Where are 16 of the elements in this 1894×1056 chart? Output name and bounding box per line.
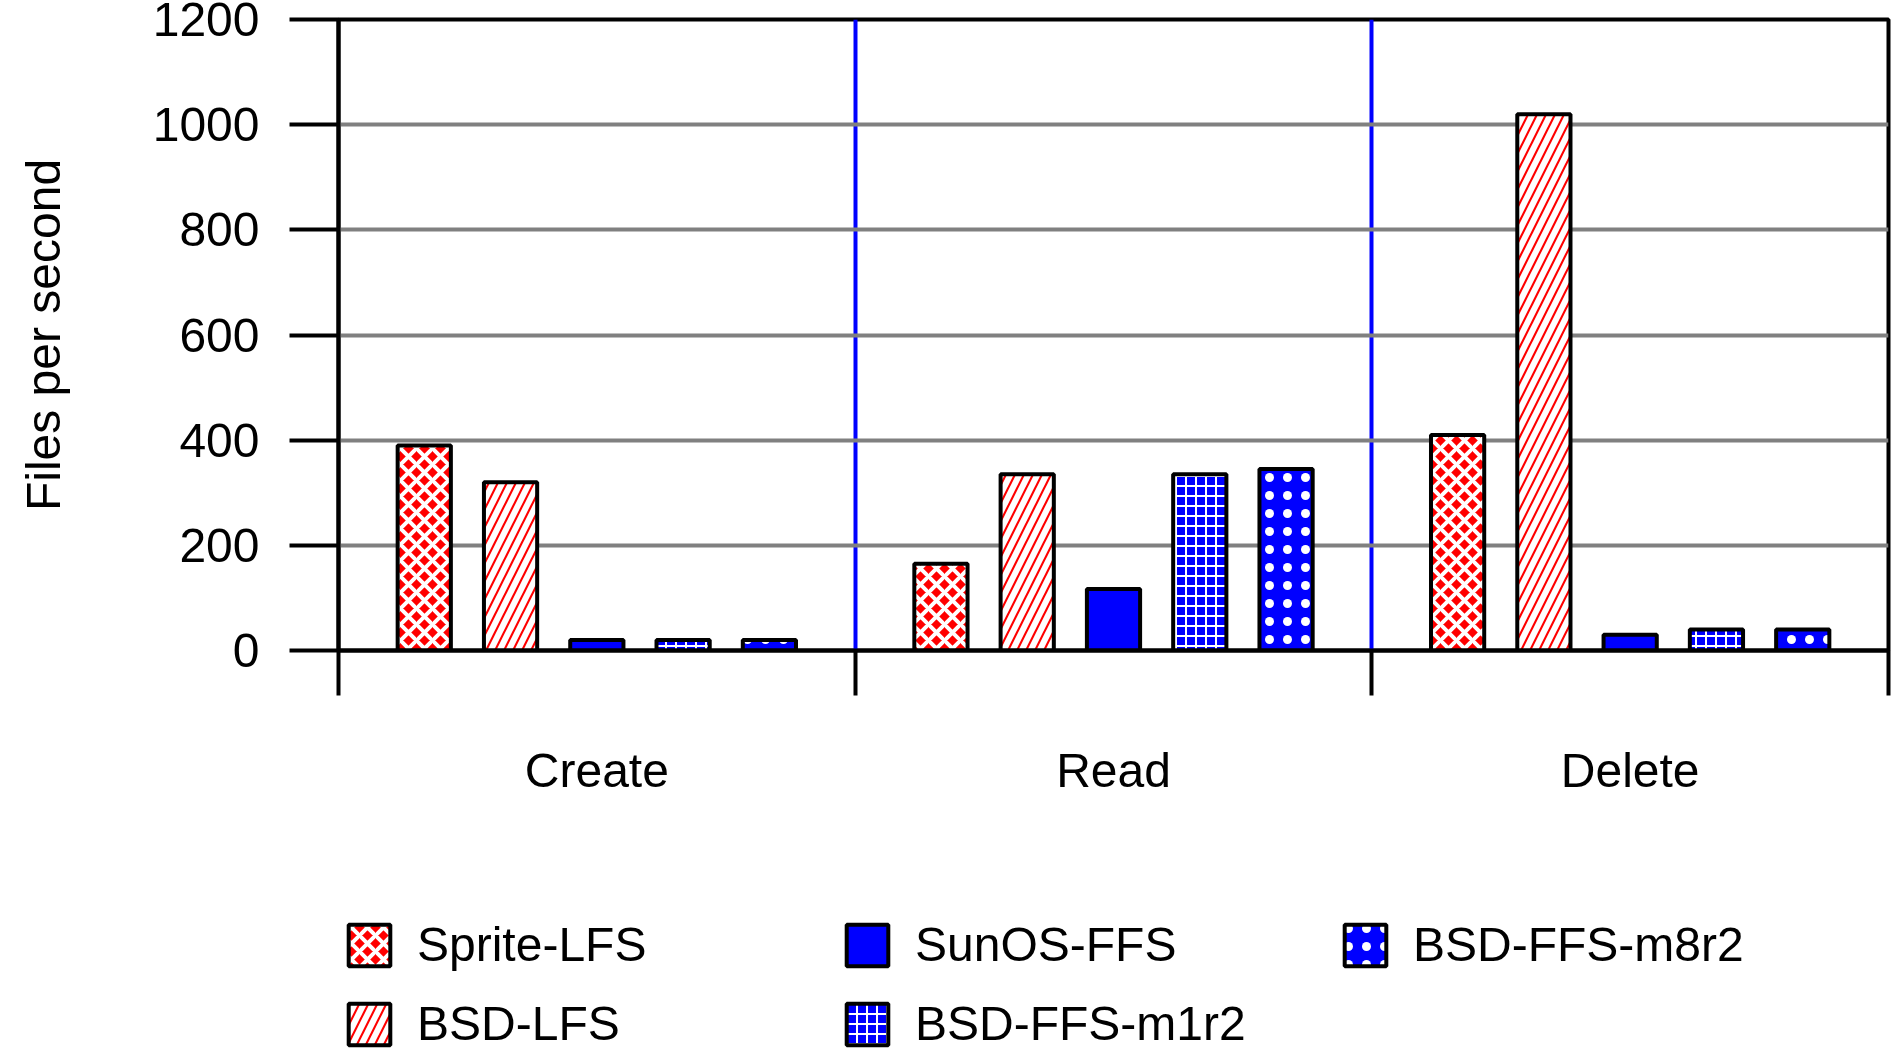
y-tick-label: 0 <box>232 624 260 677</box>
y-tick-label: 1000 <box>152 98 260 152</box>
y-tick-label: 600 <box>179 308 260 362</box>
y-tick-label: 1200 <box>152 0 260 46</box>
legend-label: BSD-FFS-m8r2 <box>1413 917 1745 972</box>
y-tick-label: 200 <box>179 518 260 572</box>
legend-label: Sprite-LFS <box>417 917 648 972</box>
x-tick-label: Create <box>524 743 669 797</box>
y-tick-label: 800 <box>179 203 260 257</box>
legend-label: BSD-FFS-m1r2 <box>915 996 1247 1051</box>
legend-label: BSD-LFS <box>417 996 621 1051</box>
y-tick-label: 400 <box>179 413 260 467</box>
x-tick-label: Delete <box>1560 743 1700 797</box>
legend-label: SunOS-FFS <box>915 917 1178 972</box>
y-axis-title: Files per second <box>16 158 70 512</box>
x-tick-label: Read <box>1056 743 1171 797</box>
